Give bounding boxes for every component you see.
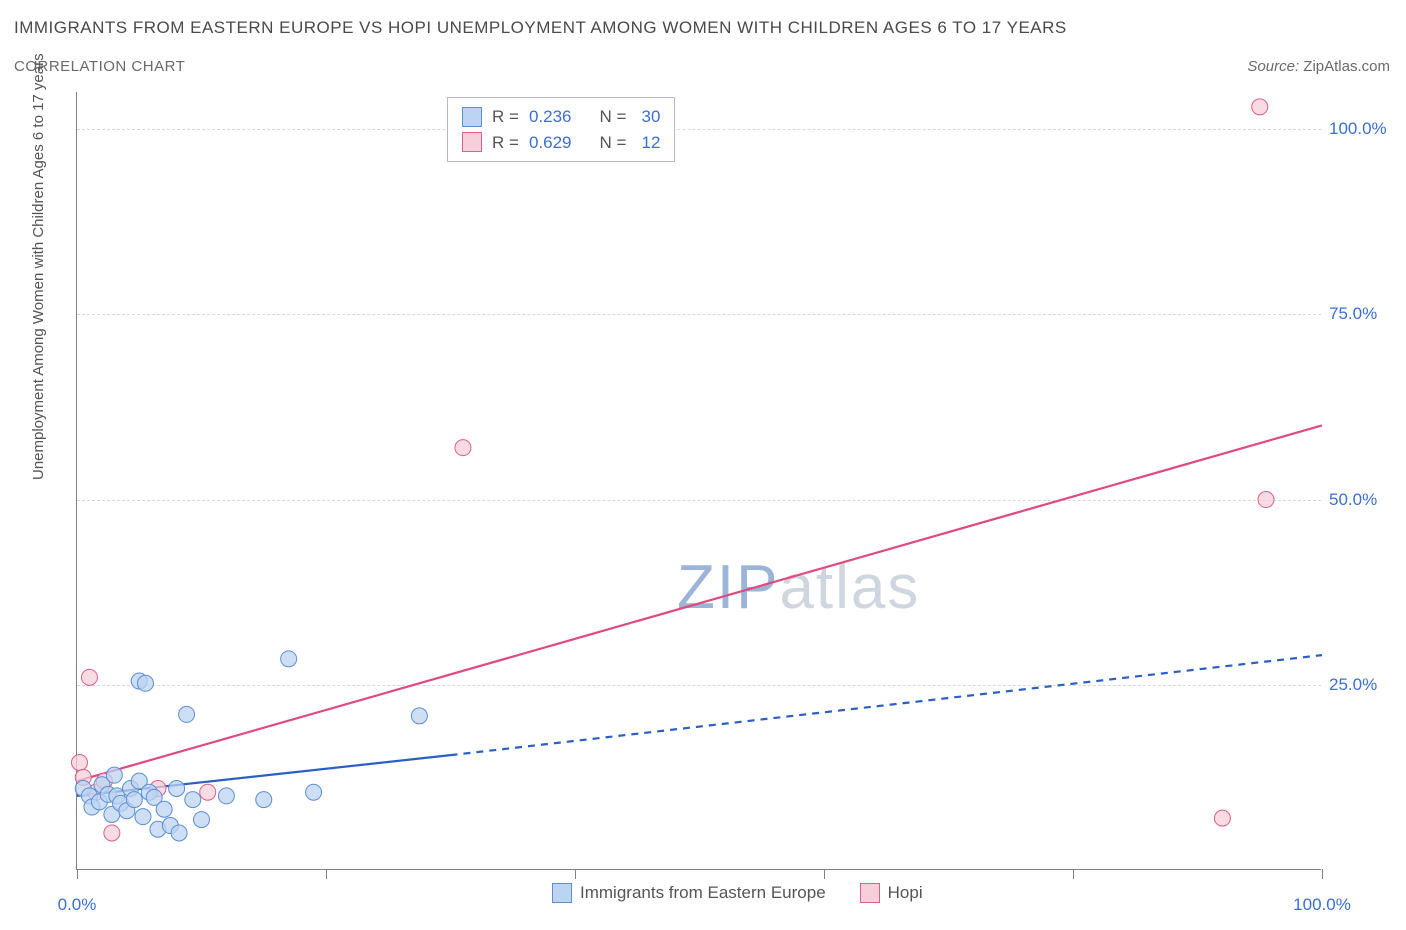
legend-label-immigrants: Immigrants from Eastern Europe xyxy=(580,883,826,903)
x-tick xyxy=(575,869,576,879)
chart-title: IMMIGRANTS FROM EASTERN EUROPE VS HOPI U… xyxy=(14,18,1067,38)
data-point-hopi xyxy=(455,440,471,456)
x-tick xyxy=(77,869,78,879)
x-tick-label: 100.0% xyxy=(1293,895,1351,915)
data-point-immigrants xyxy=(306,784,322,800)
y-tick-label: 50.0% xyxy=(1329,490,1397,510)
y-tick-label: 100.0% xyxy=(1329,119,1397,139)
chart-plot-area: ZIPatlas 25.0%50.0%75.0%100.0% 0.0%100.0… xyxy=(76,92,1321,870)
data-point-immigrants xyxy=(256,792,272,808)
data-point-immigrants xyxy=(156,801,172,817)
data-point-hopi xyxy=(1258,492,1274,508)
legend-item-immigrants: Immigrants from Eastern Europe xyxy=(552,883,826,903)
legend-label-hopi: Hopi xyxy=(888,883,923,903)
y-tick-label: 75.0% xyxy=(1329,304,1397,324)
data-point-immigrants xyxy=(411,708,427,724)
plot-svg xyxy=(77,92,1321,869)
data-point-hopi xyxy=(1252,99,1268,115)
data-point-immigrants xyxy=(126,792,142,808)
y-tick-label: 25.0% xyxy=(1329,675,1397,695)
x-tick xyxy=(1073,869,1074,879)
data-point-hopi xyxy=(104,825,120,841)
data-point-immigrants xyxy=(135,809,151,825)
y-axis-label: Unemployment Among Women with Children A… xyxy=(30,53,47,480)
data-point-immigrants xyxy=(194,812,210,828)
trend-line xyxy=(77,425,1322,781)
data-point-hopi xyxy=(71,755,87,771)
trend-line xyxy=(451,655,1323,755)
legend-item-hopi: Hopi xyxy=(860,883,923,903)
legend-swatch-immigrants xyxy=(552,883,572,903)
data-point-immigrants xyxy=(169,780,185,796)
legend-swatch-hopi xyxy=(860,883,880,903)
data-point-immigrants xyxy=(179,706,195,722)
x-tick xyxy=(326,869,327,879)
data-point-immigrants xyxy=(137,675,153,691)
series-legend: Immigrants from Eastern Europe Hopi xyxy=(552,883,923,903)
x-tick-label: 0.0% xyxy=(58,895,97,915)
source-label: Source: xyxy=(1247,58,1299,75)
data-point-hopi xyxy=(1214,810,1230,826)
data-point-immigrants xyxy=(281,651,297,667)
data-point-immigrants xyxy=(171,825,187,841)
data-point-hopi xyxy=(200,784,216,800)
data-point-hopi xyxy=(81,669,97,685)
source-value: ZipAtlas.com xyxy=(1303,58,1390,75)
data-point-immigrants xyxy=(185,792,201,808)
x-tick xyxy=(824,869,825,879)
data-point-immigrants xyxy=(218,788,234,804)
x-tick xyxy=(1322,869,1323,879)
data-point-immigrants xyxy=(106,767,122,783)
source-attribution: Source: ZipAtlas.com xyxy=(1247,58,1390,75)
